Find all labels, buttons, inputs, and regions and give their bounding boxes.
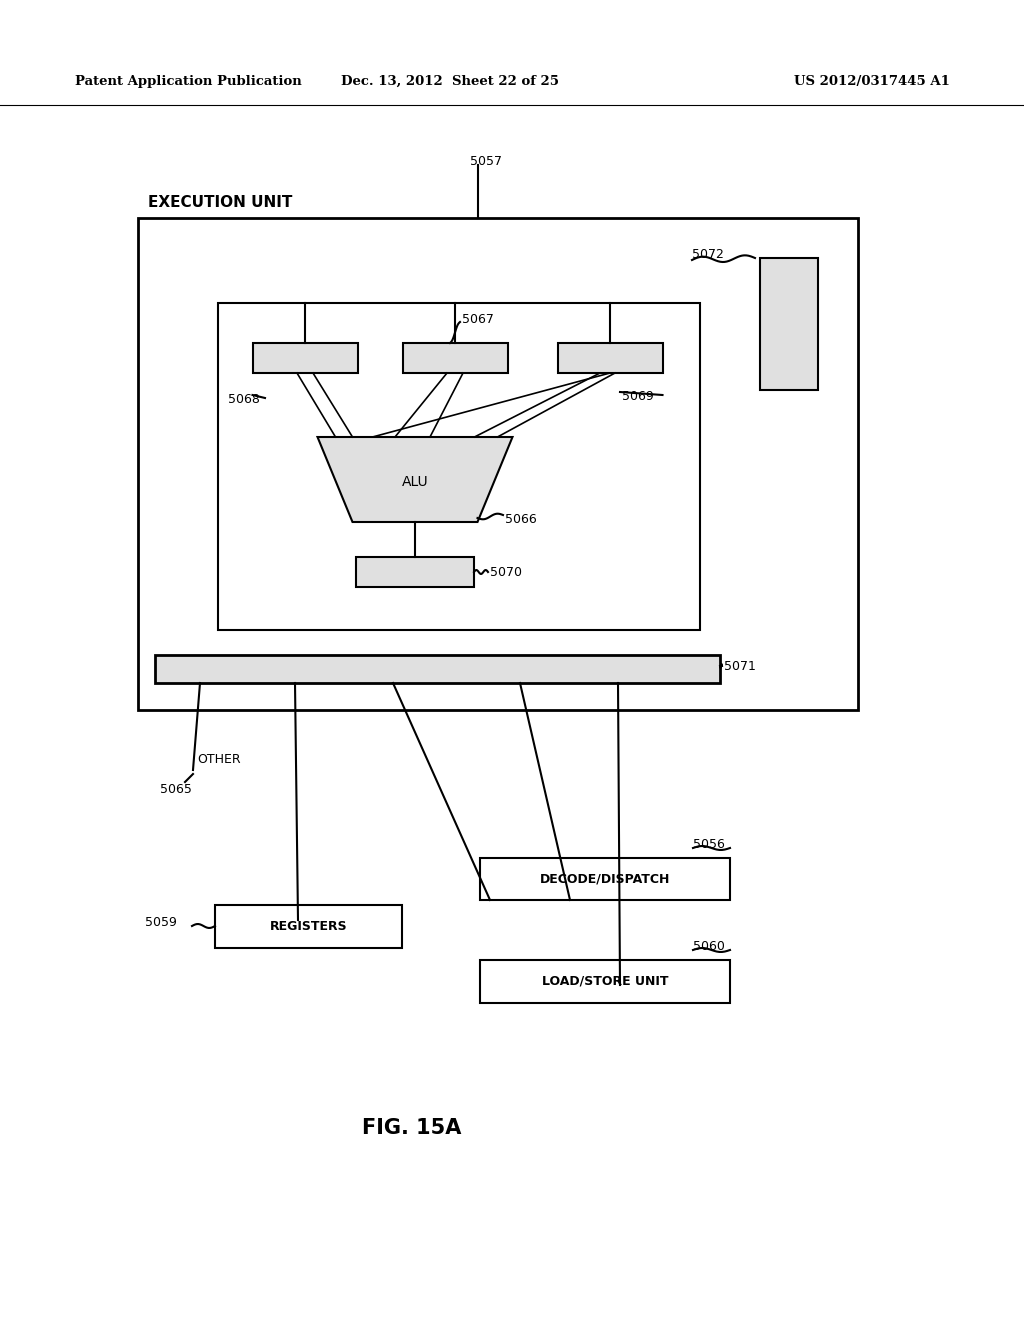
- Polygon shape: [253, 343, 357, 374]
- Text: 5059: 5059: [145, 916, 177, 929]
- Text: 5056: 5056: [693, 838, 725, 851]
- Text: 5070: 5070: [490, 565, 522, 578]
- Polygon shape: [557, 343, 663, 374]
- Polygon shape: [480, 858, 730, 900]
- Text: REGISTERS: REGISTERS: [269, 920, 347, 933]
- Text: 5060: 5060: [693, 940, 725, 953]
- Polygon shape: [317, 437, 512, 521]
- Text: 5068: 5068: [228, 393, 260, 407]
- Text: DECODE/DISPATCH: DECODE/DISPATCH: [540, 873, 670, 886]
- Polygon shape: [215, 906, 402, 948]
- Text: LOAD/STORE UNIT: LOAD/STORE UNIT: [542, 975, 669, 987]
- Text: US 2012/0317445 A1: US 2012/0317445 A1: [795, 75, 950, 88]
- Text: ALU: ALU: [401, 474, 428, 488]
- Polygon shape: [480, 960, 730, 1003]
- Text: 5071: 5071: [724, 660, 756, 672]
- Text: 5072: 5072: [692, 248, 724, 261]
- Text: 5067: 5067: [462, 313, 494, 326]
- Text: Dec. 13, 2012  Sheet 22 of 25: Dec. 13, 2012 Sheet 22 of 25: [341, 75, 559, 88]
- Text: 5066: 5066: [505, 513, 537, 525]
- Text: OTHER: OTHER: [197, 752, 241, 766]
- Text: EXECUTION UNIT: EXECUTION UNIT: [148, 195, 293, 210]
- Text: Patent Application Publication: Patent Application Publication: [75, 75, 302, 88]
- Polygon shape: [402, 343, 508, 374]
- Text: 5065: 5065: [160, 783, 191, 796]
- Text: 5057: 5057: [470, 154, 502, 168]
- Text: FIG. 15A: FIG. 15A: [362, 1118, 462, 1138]
- Text: 5069: 5069: [622, 389, 653, 403]
- Polygon shape: [356, 557, 474, 587]
- Polygon shape: [760, 257, 818, 389]
- Polygon shape: [155, 655, 720, 682]
